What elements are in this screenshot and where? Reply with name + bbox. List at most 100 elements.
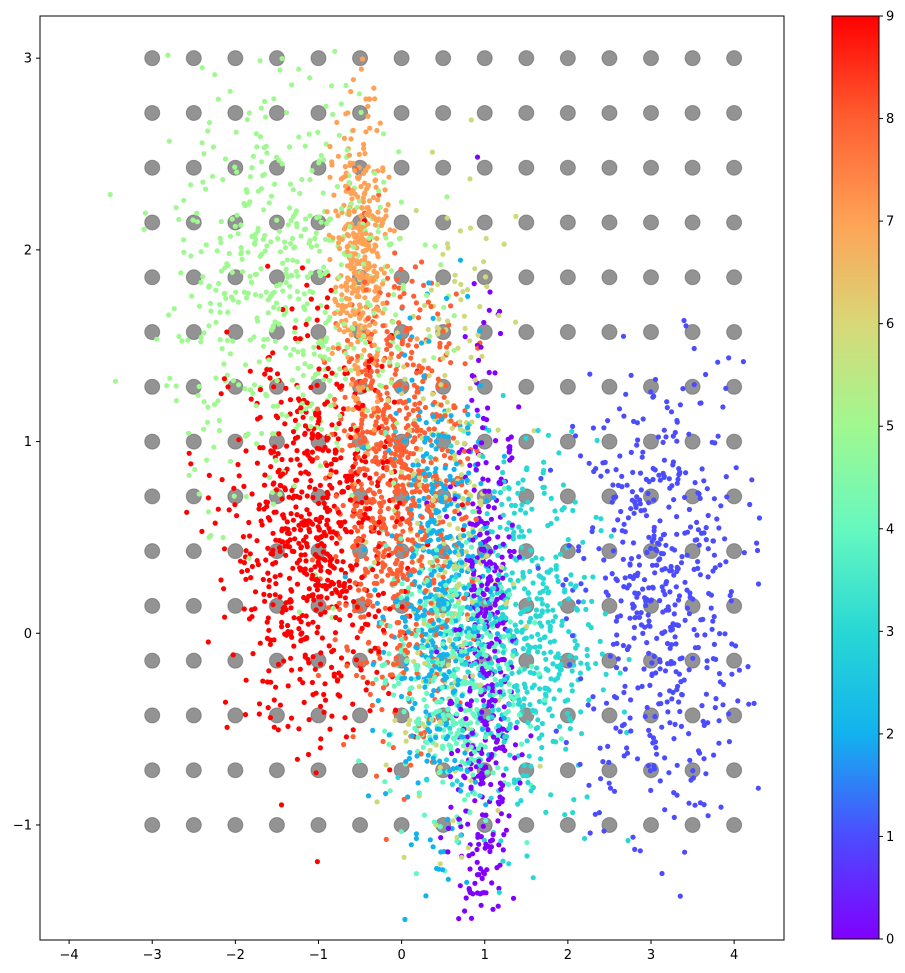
scatter-point-class-7 (350, 308, 356, 314)
scatter-point-class-8 (392, 382, 398, 388)
scatter-point-class-7 (342, 164, 348, 170)
scatter-point-class-1 (694, 519, 700, 526)
scatter-point-class-0 (446, 825, 452, 832)
scatter-point-class-8 (378, 429, 384, 435)
scatter-point-class-2 (380, 614, 386, 620)
scatter-point-class-3 (578, 731, 585, 737)
scatter-point-class-2 (459, 548, 465, 554)
scatter-point-class-0 (497, 330, 504, 337)
scatter-point-class-3 (565, 697, 571, 703)
scatter-point-class-7 (355, 339, 361, 345)
scatter-point-class-2 (443, 295, 450, 301)
grid-point (726, 816, 743, 833)
scatter-point-class-5 (216, 417, 222, 424)
scatter-point-class-5 (185, 337, 191, 343)
scatter-point-class-8 (385, 275, 391, 281)
scatter-point-class-3 (511, 633, 517, 639)
scatter-point-class-8 (409, 278, 415, 284)
scatter-point-class-0 (447, 701, 453, 707)
scatter-point-class-1 (660, 439, 666, 445)
scatter-point-class-5 (321, 354, 328, 360)
scatter-point-class-4 (413, 719, 420, 725)
scatter-point-class-1 (673, 584, 679, 590)
scatter-point-class-9 (296, 626, 302, 632)
scatter-point-class-5 (220, 177, 226, 183)
scatter-point-class-9 (310, 692, 316, 698)
scatter-point-class-8 (407, 325, 413, 331)
scatter-point-class-8 (401, 486, 407, 492)
scatter-point-class-5 (400, 286, 406, 292)
scatter-point-class-9 (184, 509, 190, 515)
scatter-point-class-1 (656, 557, 662, 563)
scatter-point-class-4 (398, 649, 404, 655)
scatter-point-class-9 (397, 500, 403, 506)
scatter-point-class-5 (188, 182, 194, 188)
scatter-point-class-8 (358, 614, 364, 620)
scatter-point-class-5 (282, 245, 288, 251)
scatter-point-class-2 (437, 666, 443, 672)
scatter-point-class-5 (273, 457, 279, 463)
grid-point (268, 816, 285, 833)
grid-point (518, 50, 535, 67)
scatter-point-class-8 (416, 363, 422, 369)
scatter-point-class-4 (379, 620, 385, 626)
scatter-point-class-3 (539, 720, 546, 727)
scatter-point-class-8 (403, 385, 409, 391)
scatter-point-class-7 (345, 405, 351, 412)
scatter-point-class-5 (343, 82, 349, 89)
scatter-point-class-8 (375, 414, 381, 420)
scatter-point-class-1 (648, 545, 654, 552)
scatter-point-class-9 (324, 494, 330, 501)
scatter-point-class-8 (357, 508, 363, 514)
scatter-point-class-4 (463, 640, 469, 647)
scatter-point-class-9 (315, 431, 321, 438)
scatter-point-class-3 (482, 624, 488, 630)
scatter-point-class-9 (313, 607, 319, 613)
scatter-point-class-1 (566, 543, 572, 549)
scatter-point-class-6 (460, 289, 466, 295)
scatter-point-class-7 (374, 127, 380, 134)
scatter-point-class-1 (628, 697, 634, 703)
scatter-point-class-8 (390, 745, 396, 751)
scatter-point-class-5 (263, 289, 269, 295)
scatter-point-class-9 (321, 691, 327, 698)
scatter-point-class-5 (226, 250, 232, 257)
scatter-point-class-5 (261, 171, 267, 177)
scatter-point-class-9 (323, 586, 329, 592)
scatter-point-class-7 (326, 232, 332, 238)
scatter-point-class-3 (547, 639, 553, 645)
scatter-point-class-4 (511, 696, 517, 702)
scatter-point-class-6 (475, 576, 481, 583)
scatter-point-class-9 (346, 578, 353, 584)
scatter-point-class-1 (651, 653, 657, 660)
scatter-point-class-1 (615, 656, 621, 662)
scatter-point-class-5 (165, 52, 171, 58)
scatter-point-class-1 (705, 574, 711, 580)
grid-point (726, 543, 743, 560)
scatter-point-class-5 (361, 333, 367, 339)
scatter-point-class-5 (224, 337, 231, 343)
scatter-point-class-9 (285, 683, 291, 689)
scatter-point-class-3 (500, 643, 507, 650)
grid-point (726, 707, 743, 724)
scatter-point-class-1 (722, 631, 728, 637)
scatter-point-class-9 (299, 520, 305, 526)
scatter-point-class-8 (350, 513, 356, 519)
scatter-point-class-6 (484, 553, 490, 559)
scatter-point-class-3 (532, 644, 538, 650)
scatter-point-class-9 (302, 423, 308, 429)
scatter-point-class-8 (379, 674, 385, 680)
scatter-point-class-5 (451, 347, 457, 353)
scatter-point-class-3 (527, 702, 533, 708)
scatter-point-class-8 (357, 439, 363, 445)
scatter-point-class-9 (331, 565, 337, 571)
scatter-point-class-7 (345, 110, 351, 116)
scatter-point-class-8 (397, 294, 403, 300)
scatter-point-class-2 (431, 519, 437, 525)
scatter-point-class-2 (428, 572, 434, 578)
scatter-point-class-1 (620, 333, 627, 339)
scatter-point-class-1 (623, 391, 629, 397)
scatter-point-class-1 (613, 618, 620, 624)
scatter-point-class-1 (708, 605, 714, 611)
scatter-point-class-5 (272, 338, 279, 344)
